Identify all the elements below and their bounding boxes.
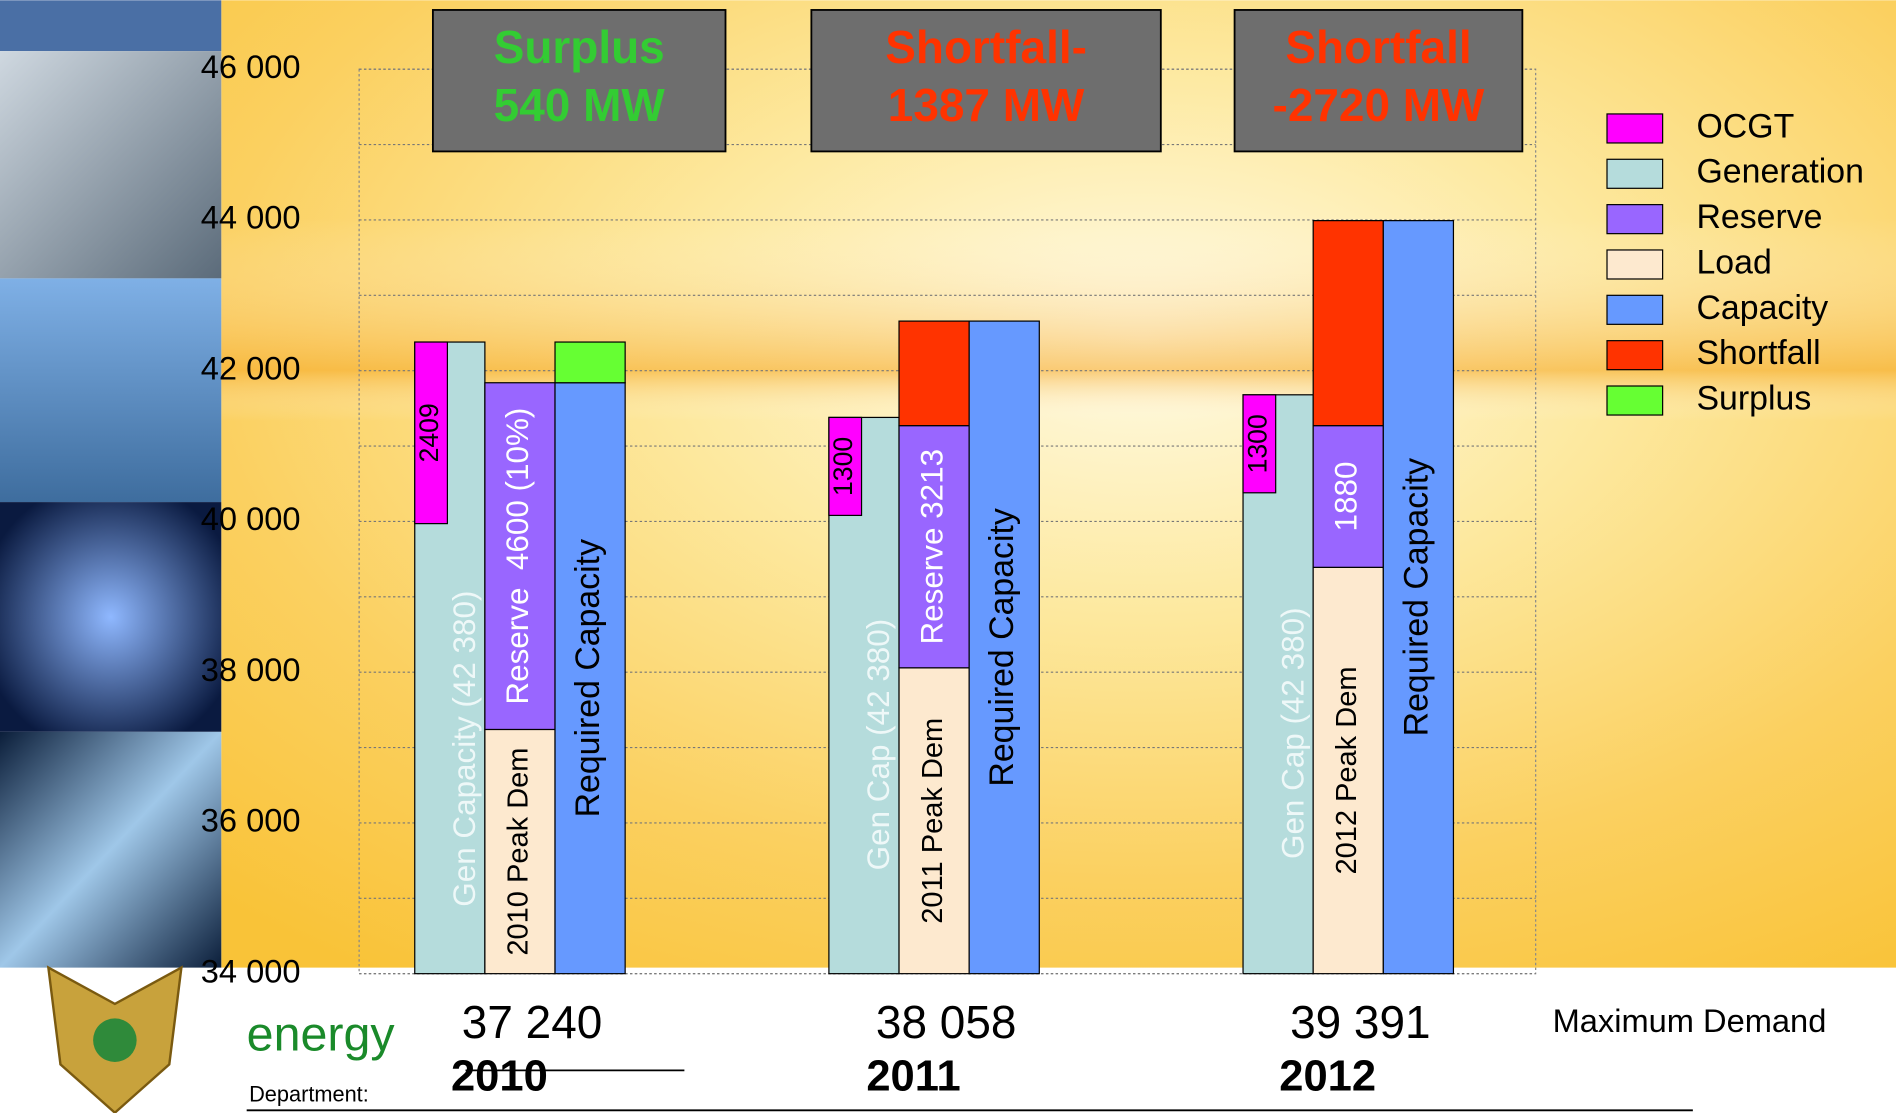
annotation-text: Shortfall [1285,21,1471,73]
segment-label: Gen Capacity (42 380) [447,591,482,907]
segment-label: Required Capacity [1397,458,1435,736]
max-demand: 38 058 [876,996,1017,1048]
bar-ocgt [1242,394,1277,494]
segment-label: Required Capacity [569,539,607,817]
y-tick-label: 40 000 [201,500,301,537]
legend-swatch [1606,340,1664,371]
annotation-text: Surplus [494,21,665,73]
photo-strip [0,0,222,968]
annotation-text: 540 MW [494,79,666,131]
annotation-box [1233,9,1524,153]
y-tick-label: 42 000 [201,349,301,386]
legend-swatch [1606,249,1664,280]
bar-ocgt [414,341,449,525]
bar-load [484,728,556,975]
y-tick-label: 36 000 [201,802,301,839]
legend-label: Load [1696,243,1771,281]
legend-swatch [1606,113,1664,144]
segment-label: Gen Cap (42 380) [1275,607,1310,859]
max-demand: 37 240 [462,996,603,1048]
y-tick-label: 44 000 [201,199,301,236]
logo-name: energy [247,1008,396,1062]
x-tick-label: 2011 [866,1052,960,1100]
segment-label: 1300 [1242,414,1272,473]
legend-label: OCGT [1696,107,1794,145]
legend-swatch [1606,204,1664,235]
annotation-text: -2720 MW [1273,79,1486,131]
annotation-box [431,9,727,153]
bar-surplus [554,341,626,384]
photo-solar [0,0,222,52]
y-tick-label: 34 000 [201,952,301,989]
legend-swatch [1606,294,1664,325]
legend-swatch [1606,385,1664,416]
bars: 2409 Gen Capacity (42 380) 2010 Peak Dem Re… [414,220,1455,975]
segment-label: 2409 [414,403,444,462]
legend-label: Surplus [1696,379,1811,417]
bar-ocgt [828,416,863,517]
annotation-text: 1387 MW [888,79,1085,131]
photo-fuel [0,731,222,968]
segment-label: 1300 [828,437,858,496]
bar-generation [414,341,486,975]
logo-sub: Department: [249,1082,369,1107]
legend-label: Shortfall [1696,334,1820,372]
logo-emblem [93,1018,137,1062]
y-axis: 34 000 36 000 38 000 40 000 42 000 44 000 46 0… [201,48,301,989]
segment-label: 1880 [1329,462,1364,532]
logo: energy Department: [46,965,1693,1113]
segment-label: 2012 Peak Dem [1331,666,1363,874]
segment-label: Required Capacity [983,508,1021,786]
bar-load [898,667,970,975]
x-tick-label: 2012 [1279,1052,1376,1100]
bar-reserve [1312,425,1384,568]
y-tick-label: 46 000 [201,48,301,85]
legend-swatch [1606,158,1664,189]
segment-label: Reserve 3213 [914,449,949,645]
segment-label: 2010 Peak Dem [503,748,535,956]
bar-shortfall [898,320,970,427]
legend-label: Generation [1696,153,1863,191]
bar-shortfall [1312,220,1384,427]
bar-capacity [1382,220,1455,975]
segment-label: Reserve 4600 (10%) [500,408,535,705]
max-demand-title: Maximum Demand [1553,1002,1827,1039]
segment-label: 2011 Peak Dem [917,718,949,924]
legend-label: Capacity [1696,289,1828,327]
segment-label: Gen Cap (42 380) [861,619,896,871]
annotation-text: Shortfall- [885,21,1087,73]
legend-label: Reserve [1696,198,1822,236]
photo-wind [0,278,222,503]
bar-reserve [898,425,970,669]
photo-pipes [0,51,222,279]
bar-capacity [554,382,626,975]
photo-flame [0,502,222,732]
x-tick-label: 2010 [451,1052,548,1100]
annotation-box [810,9,1162,153]
bar-reserve [484,382,556,731]
bar-capacity [968,320,1040,975]
max-demand: 39 391 [1290,996,1431,1048]
y-tick-label: 38 000 [201,651,301,688]
